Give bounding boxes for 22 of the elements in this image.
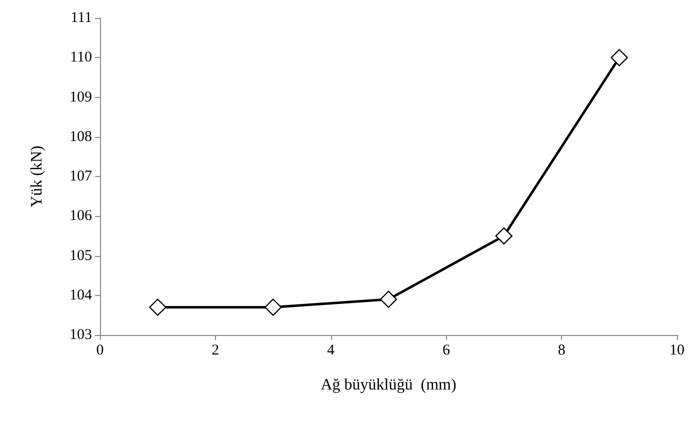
y-tick-label: 107 bbox=[70, 168, 92, 184]
x-tick-label: 10 bbox=[670, 342, 684, 358]
y-tick-label: 106 bbox=[70, 208, 92, 224]
y-tick-label: 104 bbox=[70, 287, 92, 304]
x-tick-label: 2 bbox=[212, 342, 220, 358]
point bbox=[495, 227, 512, 245]
y-tick-label: 108 bbox=[70, 128, 92, 145]
point bbox=[149, 298, 166, 316]
point bbox=[380, 290, 398, 308]
point bbox=[610, 49, 628, 66]
y-tick-label: 103 bbox=[70, 327, 92, 343]
x-tick-label: 0 bbox=[96, 342, 104, 358]
x-tick-label: 4 bbox=[327, 342, 336, 358]
y-tick-label: 105 bbox=[70, 248, 92, 264]
y-axis-title: Yük (kN) bbox=[28, 146, 46, 208]
x-tick-label: 6 bbox=[442, 342, 450, 358]
x-tick-label: 8 bbox=[558, 342, 566, 358]
y-tick-label: 111 bbox=[70, 10, 92, 26]
y-tick-label: 109 bbox=[70, 89, 92, 106]
point bbox=[264, 298, 282, 316]
y-tick-label: 110 bbox=[70, 50, 92, 66]
x-axis-title: Ağ büyüklüğü (mm) bbox=[320, 376, 456, 394]
